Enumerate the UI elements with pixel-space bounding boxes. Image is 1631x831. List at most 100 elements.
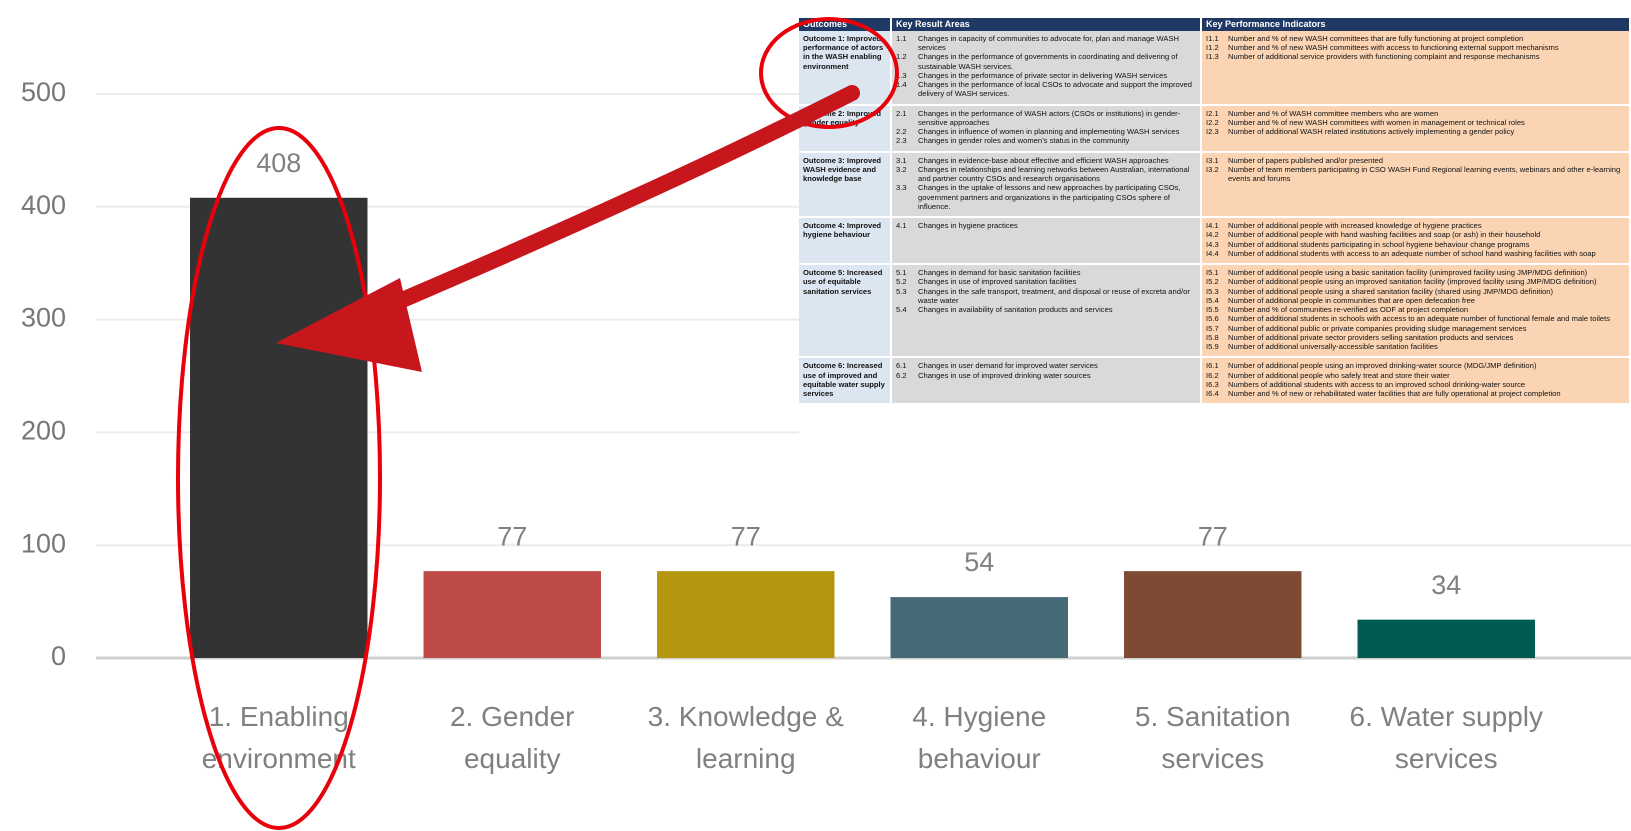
item-code: I5.3 bbox=[1206, 287, 1228, 296]
item-text: Changes in hygiene practices bbox=[918, 221, 1196, 230]
item-text: Number of additional private sector prov… bbox=[1228, 333, 1625, 342]
item-text: Number of additional students participat… bbox=[1228, 240, 1625, 249]
x-tick-label: 2. Gender equality bbox=[407, 696, 617, 780]
item-text: Changes in influence of women in plannin… bbox=[918, 127, 1196, 136]
outcome-cell: Outcome 4: Improved hygiene behaviour bbox=[799, 217, 891, 264]
item-code: 1.2 bbox=[896, 52, 918, 71]
outcome-cell: Outcome 1: Improved performance of actor… bbox=[799, 31, 891, 105]
item-code: 2.1 bbox=[896, 109, 918, 128]
x-tick-label: 3. Knowledge & learning bbox=[641, 696, 851, 780]
bar bbox=[891, 597, 1068, 658]
y-tick-label: 0 bbox=[51, 641, 66, 671]
item-code: 6.2 bbox=[896, 371, 918, 380]
table-header: Key Result Areas bbox=[891, 18, 1201, 31]
item-text: Number and % of new WASH committees with… bbox=[1228, 43, 1625, 52]
item-text: Changes in evidence-base about effective… bbox=[918, 156, 1196, 165]
item-text: Changes in the performance of WASH actor… bbox=[918, 109, 1196, 128]
item-code: I5.1 bbox=[1206, 268, 1228, 277]
item-text: Changes in use of improved drinking wate… bbox=[918, 371, 1196, 380]
item-code: 1.4 bbox=[896, 80, 918, 99]
table-header: Key Performance Indicators bbox=[1201, 18, 1630, 31]
kpi-table: Outcomes Key Result Areas Key Performanc… bbox=[799, 18, 1631, 513]
table-header: Outcomes bbox=[799, 18, 891, 31]
item-code: 5.4 bbox=[896, 305, 918, 314]
item-text: Number of additional WASH related instit… bbox=[1228, 127, 1625, 136]
x-tick-label: 4. Hygiene behaviour bbox=[874, 696, 1084, 780]
value-label: 77 bbox=[731, 521, 761, 551]
item-code: I6.4 bbox=[1206, 389, 1228, 398]
outcome-cell: Outcome 5: Increased use of equitable sa… bbox=[799, 264, 891, 357]
item-text: Number and % of new WASH committees that… bbox=[1228, 34, 1625, 43]
item-text: Changes in the performance of government… bbox=[918, 52, 1196, 71]
bar bbox=[657, 571, 834, 658]
item-code: I4.3 bbox=[1206, 240, 1228, 249]
item-code: I1.3 bbox=[1206, 52, 1228, 61]
y-tick-label: 200 bbox=[21, 416, 66, 446]
item-code: I5.4 bbox=[1206, 296, 1228, 305]
item-code: 5.1 bbox=[896, 268, 918, 277]
item-text: Number of additional students with acces… bbox=[1228, 249, 1625, 258]
item-code: I5.2 bbox=[1206, 277, 1228, 286]
item-code: 3.1 bbox=[896, 156, 918, 165]
table-row: Outcome 5: Increased use of equitable sa… bbox=[799, 264, 1630, 357]
item-text: Number of team members participating in … bbox=[1228, 165, 1625, 184]
item-code: I1.1 bbox=[1206, 34, 1228, 43]
x-tick-label: 1. Enabling environment bbox=[174, 696, 384, 780]
item-text: Changes in the safe transport, treatment… bbox=[918, 287, 1196, 306]
x-tick-label: 5. Sanitation services bbox=[1108, 696, 1318, 780]
item-code: I5.8 bbox=[1206, 333, 1228, 342]
outcome-cell: Outcome 2: Improved gender equality bbox=[799, 105, 891, 152]
item-code: 2.3 bbox=[896, 136, 918, 145]
table-row: Outcome 6: Increased use of improved and… bbox=[799, 357, 1630, 404]
item-text: Number and % of new or rehabilitated wat… bbox=[1228, 389, 1625, 398]
item-text: Number and % of WASH committee members w… bbox=[1228, 109, 1625, 118]
table-row: Outcome 1: Improved performance of actor… bbox=[799, 31, 1630, 105]
outcome-cell: Outcome 6: Increased use of improved and… bbox=[799, 357, 891, 404]
item-code: 1.3 bbox=[896, 71, 918, 80]
y-tick-label: 300 bbox=[21, 303, 66, 333]
item-text: Changes in the performance of private se… bbox=[918, 71, 1196, 80]
item-code: I5.6 bbox=[1206, 314, 1228, 323]
y-tick-label: 500 bbox=[21, 77, 66, 107]
item-code: I4.1 bbox=[1206, 221, 1228, 230]
item-text: Number of additional people using a basi… bbox=[1228, 268, 1625, 277]
bar bbox=[1124, 571, 1301, 658]
item-code: I6.1 bbox=[1206, 361, 1228, 370]
item-code: 3.2 bbox=[896, 165, 918, 184]
value-label: 77 bbox=[1198, 521, 1228, 551]
item-text: Changes in use of improved sanitation fa… bbox=[918, 277, 1196, 286]
item-code: I6.3 bbox=[1206, 380, 1228, 389]
item-text: Changes in the performance of local CSOs… bbox=[918, 80, 1196, 99]
y-tick-label: 100 bbox=[21, 528, 66, 558]
